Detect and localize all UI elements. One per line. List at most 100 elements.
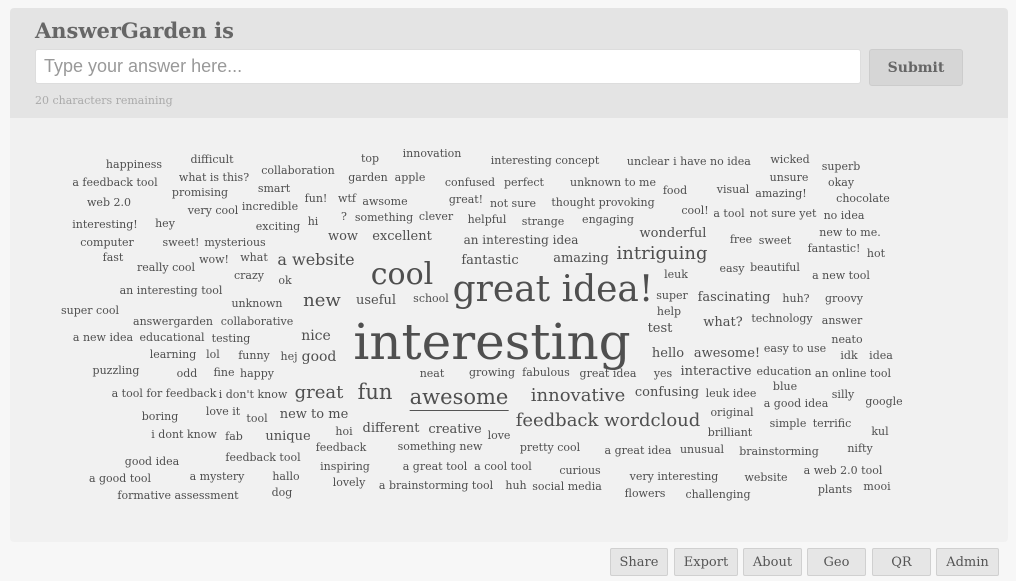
word-cloud-item[interactable]: i don't know [218, 388, 288, 401]
word-cloud-item[interactable]: cool! [681, 204, 709, 217]
word-cloud-item[interactable]: educational [139, 331, 205, 344]
word-cloud-item[interactable]: a website [277, 250, 355, 269]
word-cloud-item[interactable]: formative assessment [117, 489, 239, 502]
word-cloud-item[interactable]: neat [419, 367, 445, 380]
word-cloud-item[interactable]: social media [532, 480, 602, 493]
word-cloud-item[interactable]: mooi [863, 480, 891, 493]
answer-input[interactable] [35, 49, 861, 84]
word-cloud-item[interactable]: learning [149, 348, 197, 361]
word-cloud-item[interactable]: interesting! [72, 218, 138, 231]
word-cloud-item[interactable]: cool [370, 257, 434, 292]
word-cloud-item[interactable]: wow! [199, 253, 229, 266]
word-cloud-item[interactable]: love it [205, 405, 241, 418]
word-cloud-item[interactable]: mysterious [204, 236, 266, 249]
word-cloud-item[interactable]: website [744, 471, 788, 484]
word-cloud-item[interactable]: collaboration [261, 164, 335, 177]
word-cloud-item[interactable]: help [656, 305, 682, 318]
word-cloud-item[interactable]: wicked [770, 153, 810, 166]
word-cloud-item[interactable]: a tool [713, 207, 745, 220]
word-cloud-item[interactable]: unusual [679, 443, 725, 456]
word-cloud-item[interactable]: what [240, 251, 268, 264]
word-cloud-item[interactable]: amazing [553, 251, 609, 266]
word-cloud-item[interactable]: huh [505, 479, 527, 492]
word-cloud-item[interactable]: boring [141, 410, 179, 423]
word-cloud-item[interactable]: great [294, 382, 344, 403]
word-cloud-item[interactable]: fabulous [522, 366, 570, 379]
word-cloud-item[interactable]: a good tool [88, 472, 152, 485]
word-cloud-item[interactable]: odd [176, 367, 198, 380]
word-cloud-item[interactable]: technology [751, 312, 813, 325]
word-cloud-item[interactable]: okay [827, 176, 855, 189]
word-cloud-item[interactable]: garden [348, 171, 388, 184]
word-cloud-item[interactable]: perfect [504, 176, 544, 189]
word-cloud-item[interactable]: lol [206, 348, 220, 361]
word-cloud-item[interactable]: i dont know [151, 428, 217, 441]
word-cloud-item[interactable]: groovy [825, 292, 863, 305]
word-cloud-item[interactable]: feedback [315, 441, 367, 454]
word-cloud-item[interactable]: ok [278, 274, 292, 287]
word-cloud-item[interactable]: inspiring [320, 460, 370, 473]
word-cloud-item[interactable]: confused [444, 176, 496, 189]
word-cloud-item[interactable]: something new [397, 440, 483, 453]
word-cloud-item[interactable]: test [647, 321, 673, 336]
word-cloud-item[interactable]: a good idea [763, 397, 829, 410]
word-cloud-item[interactable]: plants [817, 483, 853, 496]
word-cloud-item[interactable]: clever [418, 210, 454, 223]
word-cloud-item[interactable]: hey [155, 217, 175, 230]
word-cloud-item[interactable]: hallo [272, 470, 300, 483]
word-cloud-item[interactable]: wow [327, 229, 359, 244]
word-cloud-item[interactable]: flowers [624, 487, 666, 500]
word-cloud-item[interactable]: ? [341, 210, 347, 223]
word-cloud-item[interactable]: good idea [124, 455, 180, 468]
word-cloud-item[interactable]: new to me. [819, 226, 881, 239]
export-button[interactable]: Export [674, 548, 738, 576]
word-cloud-item[interactable]: very interesting [629, 470, 719, 483]
word-cloud-item[interactable]: unknown to me [569, 176, 657, 189]
word-cloud-item[interactable]: interactive [680, 364, 752, 379]
word-cloud-item[interactable]: a tool for feedback [111, 387, 217, 400]
word-cloud-item[interactable]: unclear [626, 155, 670, 168]
word-cloud-item[interactable]: great idea! [452, 269, 654, 310]
word-cloud-item[interactable]: unknown [231, 297, 283, 310]
word-cloud-item[interactable]: a new tool [812, 269, 870, 282]
word-cloud-item[interactable]: food [662, 184, 688, 197]
word-cloud-item[interactable]: good [301, 349, 337, 365]
word-cloud-item[interactable]: feedback tool [225, 451, 301, 464]
word-cloud-item[interactable]: silly [831, 388, 855, 401]
word-cloud-item[interactable]: intriguing [616, 243, 708, 264]
word-cloud-item[interactable]: dog [271, 486, 293, 499]
word-cloud-item[interactable]: i have no idea [673, 155, 751, 168]
word-cloud-item[interactable]: great idea [579, 367, 637, 380]
word-cloud-item[interactable]: wtf [338, 192, 356, 205]
word-cloud-item[interactable]: not sure yet [749, 207, 817, 220]
share-button[interactable]: Share [610, 548, 668, 576]
submit-button[interactable]: Submit [869, 49, 963, 86]
word-cloud-item[interactable]: useful [355, 293, 397, 308]
word-cloud-item[interactable]: sweet [758, 234, 792, 247]
word-cloud-item[interactable]: an interesting idea [463, 233, 579, 247]
word-cloud-item[interactable]: school [413, 292, 449, 305]
word-cloud-item[interactable]: what? [703, 315, 743, 330]
word-cloud-item[interactable]: fun! [304, 192, 328, 205]
word-cloud-item[interactable]: apple [394, 171, 426, 184]
word-cloud-item[interactable]: nice [301, 328, 331, 344]
word-cloud-item[interactable]: thought provoking [551, 196, 655, 209]
word-cloud-item[interactable]: kul [871, 425, 889, 438]
word-cloud-item[interactable]: innovation [402, 147, 462, 160]
word-cloud-item[interactable]: fun [357, 380, 393, 404]
word-cloud-item[interactable]: a mystery [189, 470, 245, 483]
word-cloud-item[interactable]: funny [238, 349, 270, 362]
word-cloud-item[interactable]: a great tool [402, 460, 468, 473]
word-cloud-item[interactable]: a brainstorming tool [378, 479, 494, 492]
word-cloud-item[interactable]: crazy [234, 269, 264, 282]
word-cloud-item[interactable]: interesting [353, 313, 631, 371]
word-cloud-item[interactable]: different [362, 421, 420, 436]
word-cloud-item[interactable]: promising [171, 186, 229, 199]
word-cloud-item[interactable]: easy to use [763, 342, 827, 355]
word-cloud-item[interactable]: new [303, 290, 341, 311]
word-cloud-item[interactable]: a cool tool [474, 460, 532, 473]
word-cloud-item[interactable]: engaging [582, 213, 634, 226]
word-cloud-item[interactable]: neato [831, 333, 863, 346]
word-cloud-item[interactable]: exciting [255, 220, 301, 233]
word-cloud-item[interactable]: super [656, 289, 688, 302]
